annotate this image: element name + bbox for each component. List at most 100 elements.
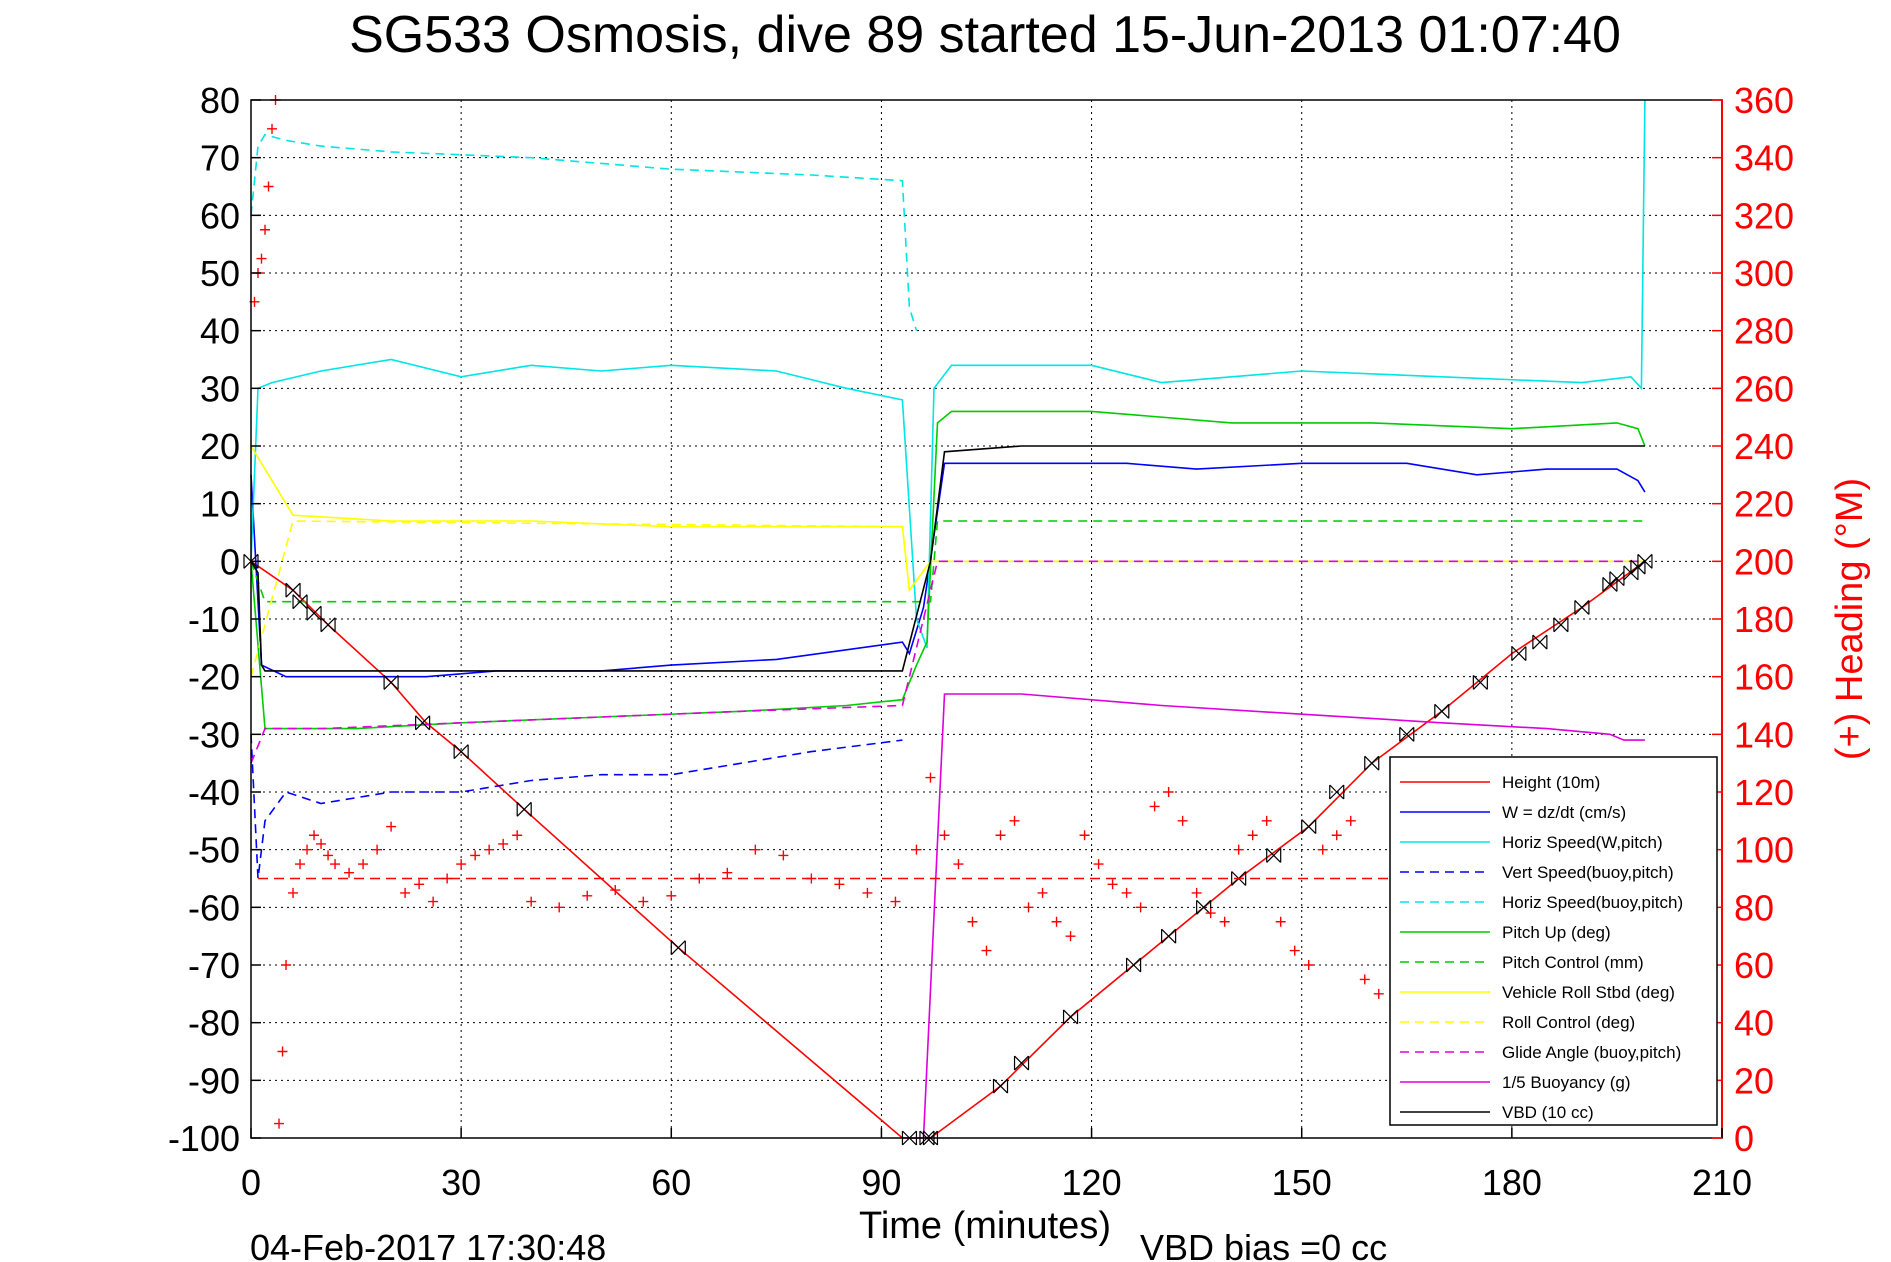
gc-marker xyxy=(670,940,686,956)
x-tick-label: 150 xyxy=(1272,1162,1332,1203)
heading-point xyxy=(456,859,467,870)
heading-point xyxy=(526,896,537,907)
heading-point xyxy=(1079,830,1090,841)
heading-point xyxy=(1023,902,1034,913)
gc-marker xyxy=(383,675,399,690)
y2-tick-label: 120 xyxy=(1734,772,1794,813)
legend-label: Horiz Speed(W,pitch) xyxy=(1502,833,1663,852)
heading-point xyxy=(256,253,267,264)
heading-point xyxy=(1163,787,1174,797)
heading-point xyxy=(309,830,320,841)
vbd-bias-note: VBD bias =0 cc xyxy=(1140,1227,1387,1262)
y-tick-label: -10 xyxy=(188,599,240,640)
heading-point xyxy=(288,887,299,898)
heading-point xyxy=(1345,815,1356,826)
heading-point xyxy=(582,890,593,901)
heading-point xyxy=(442,873,453,884)
gc-marker xyxy=(292,594,308,610)
heading-point xyxy=(554,902,565,913)
gc-marker xyxy=(320,617,336,633)
y2-tick-label: 60 xyxy=(1734,945,1774,986)
y-tick-label: 10 xyxy=(200,484,240,525)
gc-marker xyxy=(516,801,532,817)
heading-point xyxy=(263,181,274,192)
gc-marker xyxy=(1196,899,1212,915)
heading-point xyxy=(330,859,341,870)
y-axis-left: 80 70 60 50 40 30 20 10 0 -10 -20 -30 -40 -50 -60 -70 -8… xyxy=(168,80,261,1159)
legend-label: Glide Angle (buoy,pitch) xyxy=(1502,1043,1681,1062)
heading-point xyxy=(1009,815,1020,826)
x-tick-label: 180 xyxy=(1482,1162,1542,1203)
heading-point xyxy=(722,867,733,878)
y-tick-label: 70 xyxy=(200,138,240,179)
y-tick-label: -40 xyxy=(188,772,240,813)
series-line xyxy=(250,99,1646,649)
x-axis: 0 30 60 90 120 150 180 210 xyxy=(241,1128,1752,1203)
heading-point xyxy=(281,960,292,970)
gc-marker xyxy=(1609,571,1625,587)
heading-point xyxy=(981,945,992,956)
series-line xyxy=(250,560,1645,764)
heading-point xyxy=(1107,879,1118,890)
legend-box xyxy=(1389,756,1718,1126)
legend-label: Vehicle Roll Stbd (deg) xyxy=(1502,983,1675,1002)
heading-point xyxy=(1191,887,1202,898)
gc-marker xyxy=(1553,617,1569,633)
y-tick-label: -100 xyxy=(168,1118,240,1159)
heading-point xyxy=(1317,844,1328,855)
y2-tick-label: 20 xyxy=(1734,1060,1774,1101)
heading-point xyxy=(1359,974,1370,985)
heading-point xyxy=(484,844,495,855)
y2-tick-label: 240 xyxy=(1734,426,1794,467)
gc-marker xyxy=(1472,675,1488,690)
y2-tick-label: 260 xyxy=(1734,368,1794,409)
gc-marker xyxy=(1266,848,1282,863)
y-tick-label: 50 xyxy=(200,253,240,294)
heading-point xyxy=(778,850,789,861)
heading-point xyxy=(1261,815,1272,826)
y-tick-label: -50 xyxy=(188,830,240,871)
heading-point xyxy=(638,896,649,907)
heading-point xyxy=(372,844,383,855)
heading-point xyxy=(890,896,901,907)
heading-point xyxy=(1303,960,1314,970)
heading-point xyxy=(316,838,327,849)
right-axis-label: (+) Heading (°M) xyxy=(1829,478,1871,760)
heading-point xyxy=(302,844,313,855)
x-tick-label: 120 xyxy=(1062,1162,1122,1203)
y2-tick-label: 360 xyxy=(1734,80,1794,121)
y2-tick-label: 100 xyxy=(1734,830,1794,871)
gc-marker xyxy=(1126,957,1142,973)
heading-point xyxy=(277,1046,288,1057)
y-tick-label: -80 xyxy=(188,1003,240,1044)
heading-point xyxy=(428,896,439,907)
y-tick-label: -60 xyxy=(188,887,240,928)
heading-point xyxy=(750,844,761,855)
heading-point xyxy=(400,887,411,898)
y-tick-label: 30 xyxy=(200,368,240,409)
legend-label: W = dz/dt (cm/s) xyxy=(1502,803,1626,822)
legend-label: Roll Control (deg) xyxy=(1502,1013,1635,1032)
series-line xyxy=(250,133,918,331)
heading-point xyxy=(1331,830,1342,841)
series-line xyxy=(250,560,1646,1139)
heading-point xyxy=(666,890,677,901)
gc-marker xyxy=(1574,600,1590,615)
heading-point xyxy=(498,838,509,849)
heading-point xyxy=(1051,916,1062,927)
heading-point xyxy=(610,885,621,896)
heading-point xyxy=(1037,887,1048,898)
legend-label: VBD (10 cc) xyxy=(1502,1103,1594,1122)
y2-tick-label: 300 xyxy=(1734,253,1794,294)
gc-marker xyxy=(1364,755,1380,771)
heading-point xyxy=(834,879,845,890)
series-line xyxy=(250,462,1646,678)
gc-marker xyxy=(992,1078,1009,1094)
gc-marker xyxy=(306,605,322,621)
gc-marker xyxy=(1329,784,1345,800)
gc-marker xyxy=(1161,928,1177,944)
x-tick-label: 30 xyxy=(441,1162,481,1203)
heading-point xyxy=(344,867,355,878)
heading-point xyxy=(386,821,397,832)
y2-tick-label: 80 xyxy=(1734,887,1774,928)
